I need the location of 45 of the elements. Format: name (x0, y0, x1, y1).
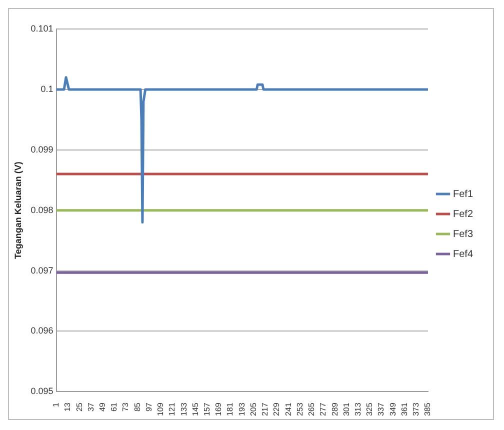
x-tick-label: 133 (179, 402, 188, 416)
x-tick-label: 241 (284, 402, 293, 416)
x-tick-label: 85 (132, 402, 142, 412)
x-tick-label: 61 (110, 402, 119, 412)
y-tick-label: 0.1 (40, 84, 54, 94)
y-tick-label: 0.095 (30, 386, 54, 396)
x-tick-label: 193 (237, 402, 246, 416)
x-tick-label: 217 (260, 402, 270, 416)
x-tick-label: 181 (226, 402, 235, 416)
x-tick-label: 1 (52, 402, 61, 408)
x-tick-label: 313 (354, 402, 363, 416)
x-tick-label: 385 (423, 402, 432, 416)
x-tick-label: 265 (307, 402, 316, 416)
x-tick-label: 97 (144, 402, 154, 412)
legend-label: Fef1 (452, 188, 474, 200)
y-axis-title: Tegangan Keluaran (V) (12, 162, 23, 260)
x-tick-label: 301 (342, 402, 351, 416)
legend-label: Fef2 (452, 208, 474, 220)
x-tick-label: 277 (318, 402, 328, 416)
y-tick-label: 0.101 (30, 23, 54, 34)
x-tick-label: 373 (412, 402, 421, 416)
x-tick-label: 37 (86, 402, 96, 412)
x-tick-label: 25 (74, 402, 84, 412)
x-tick-label: 361 (400, 402, 409, 416)
x-tick-label: 109 (156, 402, 166, 416)
x-tick-label: 337 (376, 402, 386, 416)
x-tick-label: 169 (214, 402, 224, 416)
x-tick-label: 229 (272, 402, 282, 416)
y-tick-label: 0.097 (30, 265, 54, 276)
x-tick-label: 121 (168, 402, 177, 416)
x-tick-label: 13 (63, 402, 72, 412)
legend-label: Fef3 (452, 228, 474, 240)
x-tick-label: 205 (248, 402, 258, 416)
x-tick-label: 73 (121, 402, 130, 412)
x-tick-label: 157 (202, 402, 212, 416)
x-tick-label: 289 (330, 402, 340, 416)
y-tick-label: 0.096 (30, 326, 54, 336)
x-tick-label: 253 (295, 402, 304, 416)
x-tick-label: 49 (98, 402, 107, 412)
x-tick-label: 325 (365, 402, 374, 416)
x-tick-label: 349 (388, 402, 398, 416)
y-tick-label: 0.099 (30, 144, 54, 154)
x-tick-label: 145 (190, 402, 200, 416)
y-tick-label: 0.098 (30, 204, 54, 215)
legend-label: Fef4 (452, 248, 474, 260)
